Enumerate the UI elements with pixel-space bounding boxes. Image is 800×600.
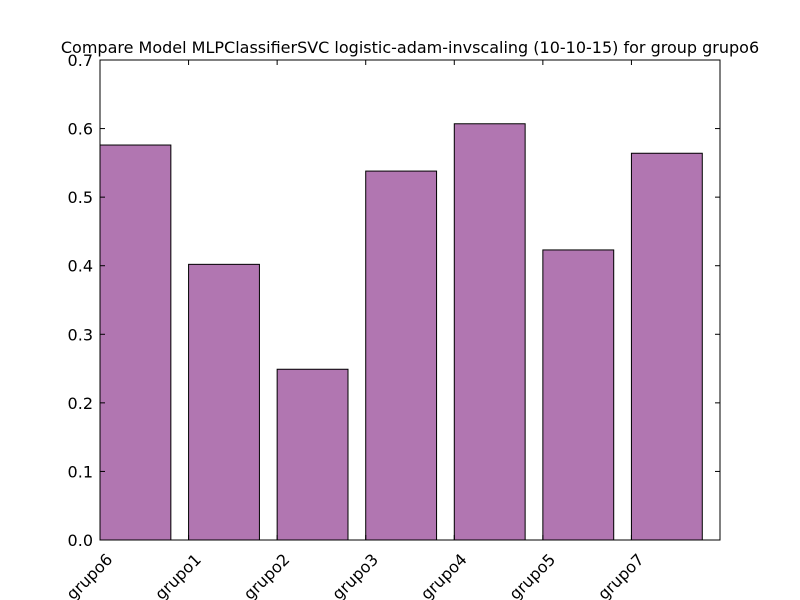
bar-grupo5 — [542, 249, 615, 541]
y-tick-label: 0.0 — [68, 531, 93, 550]
bars-group — [99, 123, 703, 541]
bar-grupo6 — [99, 144, 172, 541]
y-tick-label: 0.4 — [68, 257, 93, 276]
x-tick-label-grupo6: grupo6 — [63, 550, 117, 600]
plot-frame — [99, 59, 721, 541]
y-tick-label: 0.7 — [68, 51, 93, 70]
bar-grupo1 — [188, 263, 260, 541]
x-tick-label-grupo2: grupo2 — [240, 550, 294, 600]
y-tick-label: 0.1 — [68, 462, 93, 481]
y-tick-label: 0.2 — [68, 394, 93, 413]
x-tick-label-grupo3: grupo3 — [328, 550, 382, 600]
bar-grupo4 — [453, 123, 526, 541]
y-tick-label: 0.6 — [68, 120, 93, 139]
chart-title: Compare Model MLPClassifierSVC logistic-… — [61, 38, 759, 57]
x-tick-label-grupo1: grupo1 — [151, 550, 205, 600]
x-tick-label-grupo5: grupo5 — [505, 550, 559, 600]
y-tick-label: 0.5 — [68, 188, 93, 207]
y-tick-label: 0.3 — [68, 325, 93, 344]
bar-grupo3 — [365, 170, 438, 541]
x-tick-label-grupo4: grupo4 — [417, 550, 471, 600]
bar-grupo7 — [630, 152, 703, 541]
bar-grupo2 — [276, 368, 349, 541]
y-axis: 0.0 0.1 0.2 0.3 0.4 0.5 0.6 0.7 — [68, 51, 720, 550]
x-tick-label-grupo7: grupo7 — [594, 550, 648, 600]
